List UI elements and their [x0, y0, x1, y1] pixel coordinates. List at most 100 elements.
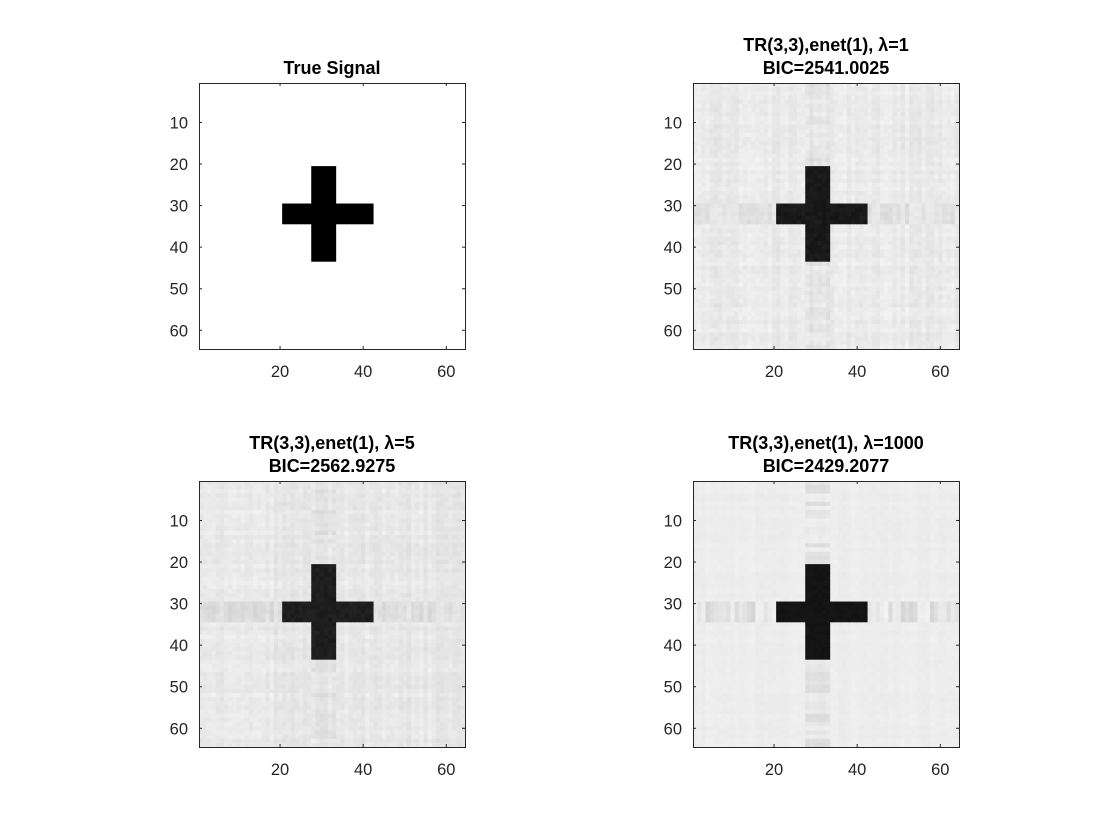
heatmap-cell	[423, 141, 429, 146]
heatmap-cell	[415, 228, 420, 234]
heatmap-cell	[917, 83, 923, 88]
heatmap-cell	[427, 232, 433, 238]
heatmap-cell	[365, 116, 371, 122]
heatmap-cell	[232, 220, 238, 225]
heatmap-cell	[435, 245, 441, 250]
heatmap-cell	[319, 270, 325, 275]
heatmap-cell	[261, 112, 267, 117]
heatmap-cell	[796, 95, 802, 101]
heatmap-cell	[751, 87, 756, 92]
heatmap-cell	[319, 315, 325, 321]
heatmap-cell	[257, 332, 262, 338]
heatmap-cell	[361, 253, 366, 259]
heatmap-cell	[340, 203, 346, 209]
heatmap-cell	[336, 203, 341, 209]
heatmap-cell	[954, 91, 960, 97]
heatmap-cell	[805, 116, 810, 122]
y-tick-label: 20	[170, 156, 188, 174]
heatmap-cell	[298, 116, 304, 122]
heatmap-cell	[747, 116, 752, 122]
heatmap-cell	[286, 178, 292, 184]
heatmap-cell	[228, 166, 233, 171]
heatmap-cell	[269, 236, 275, 242]
heatmap-cell	[356, 149, 362, 155]
heatmap-cell	[373, 299, 379, 304]
heatmap-cell	[365, 216, 371, 221]
heatmap-cell	[427, 257, 433, 263]
heatmap-cell	[294, 141, 300, 146]
heatmap-cell	[307, 220, 312, 225]
heatmap-cell	[448, 236, 454, 242]
heatmap-cell	[203, 124, 208, 130]
heatmap-cell	[223, 228, 229, 234]
heatmap-cell	[377, 178, 383, 184]
heatmap-cell	[361, 166, 366, 171]
heatmap-cell	[394, 282, 400, 288]
heatmap-cell	[415, 245, 420, 250]
heatmap-cell	[801, 83, 806, 88]
heatmap-cell	[327, 294, 333, 300]
heatmap-cell	[340, 195, 346, 200]
heatmap-cell	[269, 290, 275, 296]
heatmap-cell	[805, 83, 810, 88]
heatmap-cell	[830, 107, 835, 113]
heatmap-cell	[336, 307, 341, 313]
heatmap-cell	[219, 161, 225, 167]
heatmap-cell	[452, 261, 458, 267]
heatmap-cell	[223, 286, 229, 292]
heatmap-cell	[203, 112, 208, 117]
heatmap-cell	[199, 145, 204, 151]
heatmap-cell	[452, 290, 458, 296]
heatmap-cell	[253, 145, 258, 151]
heatmap-cell	[244, 191, 250, 196]
heatmap-cell	[440, 91, 445, 97]
heatmap-cell	[855, 103, 860, 109]
heatmap-cell	[294, 182, 300, 188]
heatmap-cell	[846, 132, 852, 138]
heatmap-cell	[830, 132, 835, 138]
heatmap-cell	[311, 240, 316, 246]
heatmap-cell	[373, 319, 379, 325]
heatmap-cell	[290, 311, 296, 317]
heatmap-cell	[223, 170, 229, 176]
heatmap-cell	[780, 103, 786, 109]
heatmap-cell	[419, 128, 425, 134]
heatmap-cell	[377, 157, 383, 163]
heatmap-cell	[282, 224, 287, 230]
heatmap-cell	[282, 107, 287, 113]
heatmap-cell	[954, 99, 960, 105]
heatmap-cell	[290, 137, 296, 142]
heatmap-cell	[713, 95, 719, 101]
heatmap-cell	[909, 87, 914, 92]
heatmap-cell	[290, 324, 296, 329]
heatmap-cell	[431, 307, 437, 313]
heatmap-cell	[431, 311, 437, 317]
heatmap-cell	[373, 120, 379, 126]
heatmap-cell	[302, 290, 308, 296]
heatmap-cell	[394, 141, 400, 146]
heatmap-cell	[377, 340, 383, 346]
heatmap-cell	[369, 161, 375, 167]
heatmap-cell	[460, 324, 466, 329]
heatmap-cell	[838, 87, 844, 92]
heatmap-cell	[344, 278, 350, 284]
heatmap-cell	[950, 83, 956, 88]
heatmap-cell	[942, 120, 948, 126]
heatmap-cell	[394, 157, 400, 163]
heatmap-cell	[319, 203, 325, 209]
heatmap-cell	[722, 103, 727, 109]
heatmap-cell	[398, 166, 404, 171]
heatmap-cell	[232, 299, 238, 304]
heatmap-cell	[294, 99, 300, 105]
heatmap-cell	[340, 124, 346, 130]
heatmap-cell	[410, 319, 416, 325]
heatmap-cell	[842, 95, 848, 101]
heatmap-cell	[784, 112, 790, 117]
heatmap-cell	[207, 270, 213, 275]
heatmap-cell	[344, 170, 350, 176]
heatmap-cell	[419, 161, 425, 167]
heatmap-cell	[398, 191, 404, 196]
heatmap-cell	[319, 274, 325, 279]
heatmap-cell	[921, 95, 927, 101]
heatmap-cell	[261, 203, 267, 209]
